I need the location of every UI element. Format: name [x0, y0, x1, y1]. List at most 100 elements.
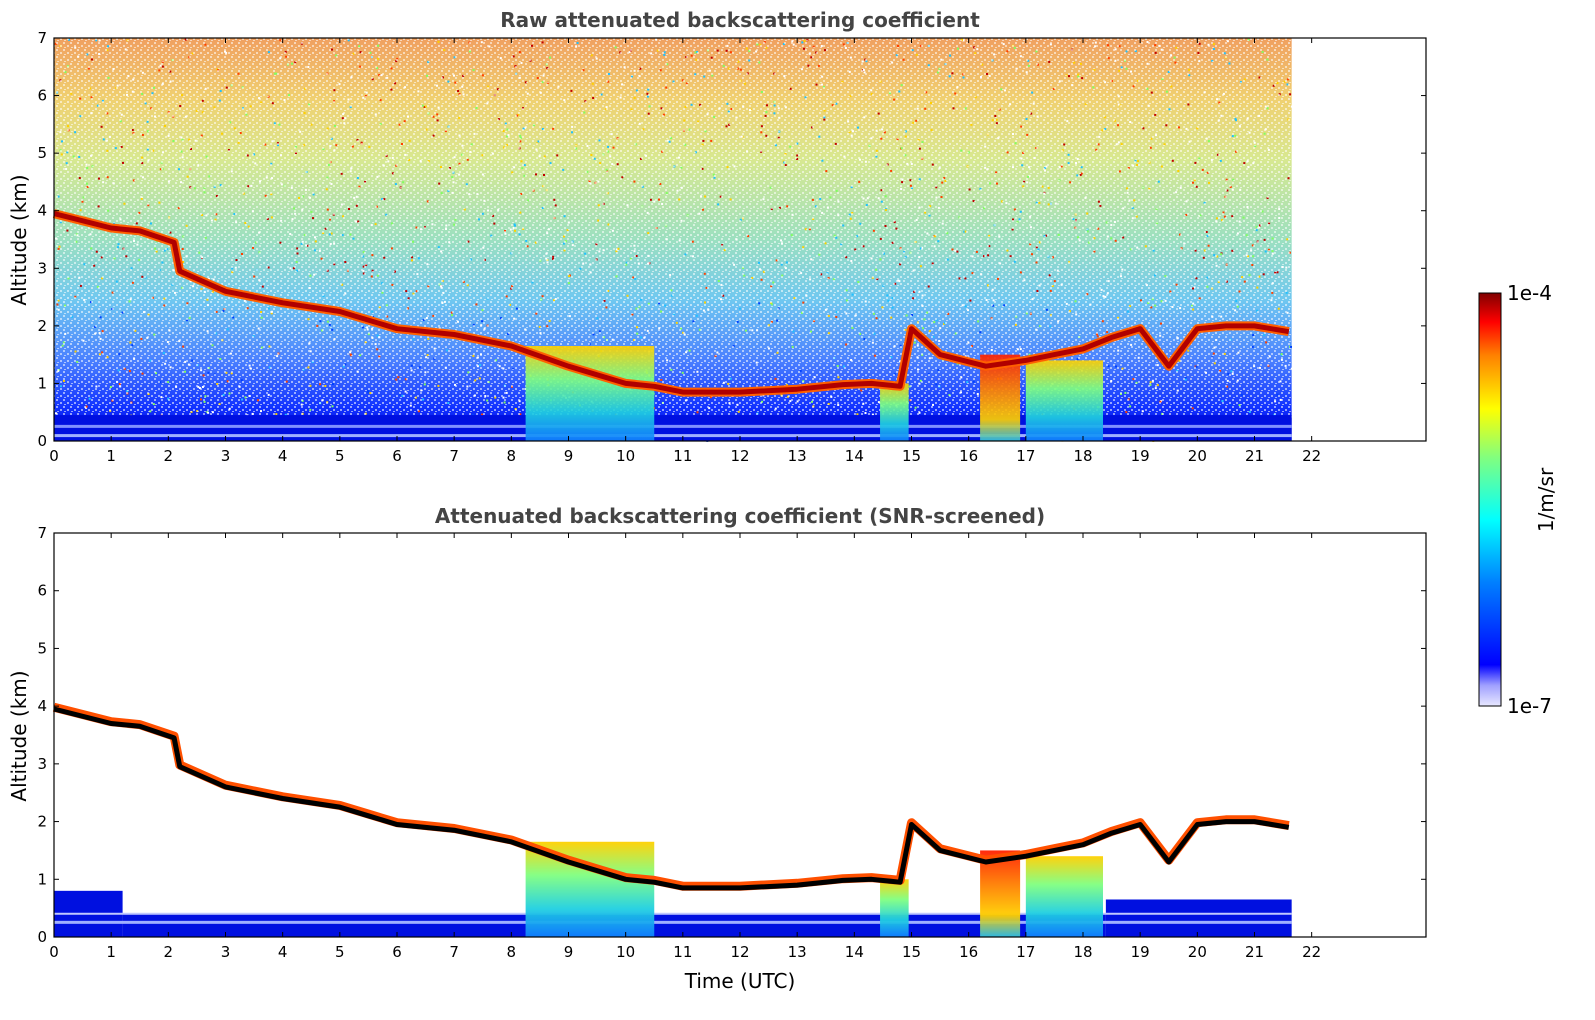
x-tick-label: 5: [335, 447, 345, 465]
x-tick-label: 11: [673, 447, 692, 465]
x-tick-label: 16: [959, 447, 978, 465]
x-tick-label: 1: [106, 943, 116, 961]
heatmap-area: [52, 38, 1293, 442]
x-tick-label: 15: [902, 447, 921, 465]
x-axis: 0 1 2 3 4 5 6 7 8 9 10 11 12 13 14 15 16 17 18 19 20 21 22: [49, 533, 1321, 961]
x-tick-label: 7: [449, 943, 459, 961]
x-tick-label: 22: [1302, 943, 1321, 961]
y-tick-label: 5: [37, 639, 47, 657]
plot-frame: [53, 532, 1427, 938]
x-tick-label: 14: [845, 943, 864, 961]
fallstreak: [1025, 856, 1104, 937]
boundary-layer-stripe: [54, 434, 1292, 438]
fallstreak: [880, 879, 909, 937]
noise-speck: [1290, 415, 1293, 418]
x-tick-label: 12: [730, 447, 749, 465]
colorbar-max-label: 1e-4: [1507, 281, 1552, 305]
x-tick-label: 22: [1302, 447, 1321, 465]
boundary-layer-stripe: [54, 424, 1292, 428]
boundary-layer: [122, 913, 526, 937]
heatmap-area: [52, 702, 1292, 937]
boundary-layer: [1105, 899, 1292, 937]
cloud-layer-core: [53, 211, 1290, 395]
y-axis-label: Altitude (km): [7, 174, 31, 305]
fallstreak: [1025, 360, 1104, 441]
y-tick-label: 2: [37, 317, 47, 335]
panel-screened: Attenuated backscattering coefficient (S…: [7, 504, 1427, 993]
panel-title: Attenuated backscattering coefficient (S…: [435, 504, 1045, 528]
x-axis-label: Time (UTC): [684, 969, 796, 993]
x-tick-label: 20: [1188, 447, 1207, 465]
colorbar-min-label: 1e-7: [1507, 694, 1552, 718]
x-tick-label: 21: [1245, 447, 1264, 465]
y-tick-label: 3: [37, 755, 47, 773]
x-tick-label: 21: [1245, 943, 1264, 961]
x-tick-label: 19: [1131, 447, 1150, 465]
x-tick-label: 5: [335, 943, 345, 961]
panel-title: Raw attenuated backscattering coefficien…: [500, 8, 980, 32]
x-tick-label: 10: [616, 943, 635, 961]
x-tick-label: 4: [278, 447, 288, 465]
y-tick-label: 3: [37, 259, 47, 277]
x-tick-label: 2: [164, 447, 174, 465]
x-tick-label: 8: [507, 447, 517, 465]
x-tick-label: 17: [1016, 447, 1035, 465]
cloud-layer-halo: [52, 702, 1290, 891]
colorbar-gradient: [1478, 292, 1502, 707]
y-tick-label: 7: [37, 524, 47, 542]
noise-speck: [1290, 105, 1293, 108]
y-tick-label: 1: [37, 870, 47, 888]
x-tick-label: 6: [392, 447, 402, 465]
cloud-layer-core: [53, 706, 1290, 891]
y-axis: 0 1 2 3 4 5 6 7: [37, 29, 1426, 450]
x-tick-label: 19: [1131, 943, 1150, 961]
x-tick-label: 18: [1073, 447, 1092, 465]
x-tick-label: 8: [507, 943, 517, 961]
x-tick-label: 16: [959, 943, 978, 961]
x-tick-label: 9: [564, 447, 574, 465]
x-tick-label: 10: [616, 447, 635, 465]
x-tick-label: 3: [221, 447, 231, 465]
y-axis-label: Altitude (km): [7, 670, 31, 801]
x-tick-label: 1: [106, 447, 116, 465]
y-tick-label: 0: [37, 928, 47, 946]
x-tick-label: 6: [392, 943, 402, 961]
y-tick-label: 2: [37, 813, 47, 831]
x-tick-label: 2: [164, 943, 174, 961]
y-tick-label: 4: [37, 697, 47, 715]
x-tick-label: 13: [788, 447, 807, 465]
y-tick-label: 1: [37, 374, 47, 392]
fallstreak: [880, 383, 909, 441]
x-tick-label: 4: [278, 943, 288, 961]
fallstreak: [525, 841, 655, 937]
y-tick-label: 6: [37, 582, 47, 600]
x-tick-label: 20: [1188, 943, 1207, 961]
x-tick-label: 0: [49, 943, 59, 961]
x-tick-label: 9: [564, 943, 574, 961]
x-tick-label: 7: [449, 447, 459, 465]
x-tick-label: 11: [673, 943, 692, 961]
x-axis: 0 1 2 3 4 5 6 7 8 9 10 11 12 13 14 15 16 17 18 19 20 21 22: [49, 38, 1321, 465]
x-tick-label: 15: [902, 943, 921, 961]
y-tick-label: 4: [37, 202, 47, 220]
noise-overlay: [54, 38, 1292, 441]
y-tick-label: 0: [37, 432, 47, 450]
y-tick-label: 7: [37, 29, 47, 47]
colorbar-unit-label: 1/m/sr: [1534, 467, 1558, 532]
y-tick-label: 6: [37, 87, 47, 105]
y-tick-label: 5: [37, 144, 47, 162]
x-tick-label: 13: [788, 943, 807, 961]
x-tick-label: 17: [1016, 943, 1035, 961]
boundary-layer: [54, 415, 1292, 441]
x-tick-label: 12: [730, 943, 749, 961]
boundary-layer-stripe: [54, 912, 1292, 915]
x-tick-label: 18: [1073, 943, 1092, 961]
boundary-layer-stripe: [54, 920, 1292, 924]
panel-raw: Raw attenuated backscattering coefficien…: [7, 8, 1427, 465]
x-tick-label: 14: [845, 447, 864, 465]
noise-speck: [1290, 367, 1293, 370]
x-tick-label: 0: [49, 447, 59, 465]
y-axis: 0 1 2 3 4 5 6 7: [37, 524, 1426, 946]
boundary-layer: [525, 913, 1106, 937]
